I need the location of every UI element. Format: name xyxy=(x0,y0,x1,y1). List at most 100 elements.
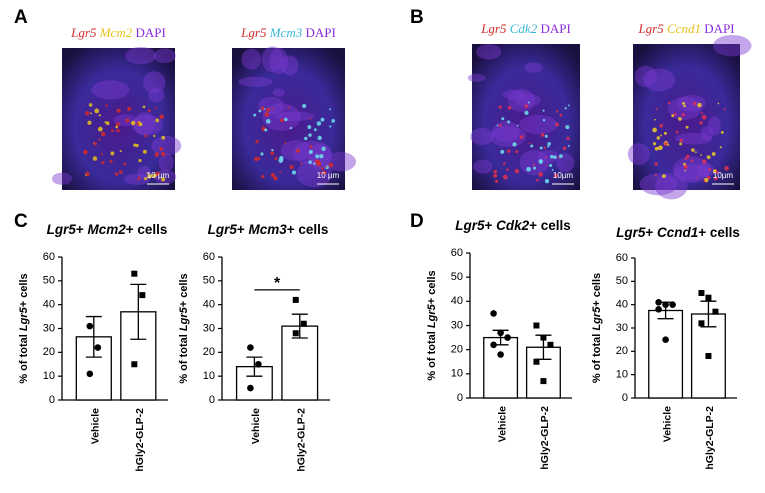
tissue-fold xyxy=(123,173,151,185)
signal-dot xyxy=(555,122,560,127)
signal-dot xyxy=(308,133,312,137)
y-axis-label: % of total Lgr5+ cells xyxy=(178,273,190,383)
signal-dot xyxy=(652,142,657,146)
error-bar xyxy=(700,300,717,328)
y-tick-label: 50 xyxy=(451,271,463,283)
y-tick-label: 50 xyxy=(616,275,628,287)
signal-dot xyxy=(530,144,534,148)
signal-dot xyxy=(309,145,313,149)
data-point xyxy=(540,334,547,341)
panel-label: D xyxy=(410,211,424,232)
signal-dot xyxy=(516,124,519,127)
signal-dot xyxy=(270,151,275,156)
title-part: + xyxy=(645,225,657,240)
tissue-fold xyxy=(697,163,715,177)
signal-dot xyxy=(519,135,524,139)
signal-dot xyxy=(690,159,694,163)
signal-dot xyxy=(87,120,92,125)
signal-dot xyxy=(494,179,499,183)
signal-dot xyxy=(664,142,668,146)
data-point xyxy=(255,360,262,368)
signal-dot xyxy=(703,180,706,183)
signal-dot xyxy=(527,101,530,104)
caption-part: Mcm2 xyxy=(99,25,133,40)
signal-dot xyxy=(142,149,147,154)
caption-part: DAPI xyxy=(701,21,735,36)
signal-dot xyxy=(263,108,266,110)
signal-dot xyxy=(98,138,101,141)
error-bar xyxy=(130,283,147,340)
signal-dot xyxy=(533,166,537,170)
signal-dot xyxy=(316,121,322,126)
signal-dot xyxy=(539,162,542,164)
signal-dot xyxy=(682,101,685,105)
signal-dot xyxy=(565,125,570,130)
signal-dot xyxy=(564,107,567,110)
signal-dot xyxy=(507,105,512,110)
x-tick-label: hGly2-GLP-2 xyxy=(539,406,551,470)
signal-dot xyxy=(289,126,293,130)
signal-dot xyxy=(696,177,699,179)
signal-dot xyxy=(545,156,547,159)
ylabel-part: + cells xyxy=(178,273,190,307)
chart-title: Lgr5+ Mcm2+ cells xyxy=(47,222,168,237)
data-point xyxy=(292,330,299,337)
tissue-fold xyxy=(639,173,678,196)
y-axis-label: % of total Lgr5+ cells xyxy=(426,270,438,380)
caption-part: DAPI xyxy=(302,25,336,40)
signal-dot xyxy=(702,159,707,164)
y-tick-label: 50 xyxy=(203,275,215,287)
signal-dot xyxy=(97,126,103,132)
signal-dot xyxy=(123,162,127,166)
signal-dot xyxy=(93,141,98,146)
tissue-fold xyxy=(627,143,651,166)
tissue-fold xyxy=(712,34,752,57)
signal-dot xyxy=(300,162,303,165)
signal-dot xyxy=(153,134,156,138)
signal-dot xyxy=(105,104,108,107)
signal-dot xyxy=(536,178,539,182)
signal-dot xyxy=(147,174,152,179)
tissue-fold xyxy=(131,114,163,136)
signal-dot xyxy=(715,170,719,174)
signal-dot xyxy=(667,143,670,146)
title-part: + xyxy=(484,218,496,233)
tissue-fold xyxy=(519,114,558,135)
signal-dot xyxy=(708,167,712,171)
tissue-fold xyxy=(537,150,559,164)
tissue-fold xyxy=(153,48,176,64)
signal-dot xyxy=(308,117,311,120)
data-point xyxy=(94,344,102,351)
tissue-fold xyxy=(675,132,713,145)
title-part: Ccnd1 xyxy=(657,225,698,240)
signal-dot xyxy=(538,172,544,177)
signal-dot xyxy=(308,160,312,164)
signal-dot xyxy=(329,108,332,111)
y-tick-label: 10 xyxy=(203,370,215,382)
signal-dot xyxy=(528,142,531,145)
y-tick-label: 30 xyxy=(616,322,628,334)
signal-dot xyxy=(302,103,307,109)
signal-dot xyxy=(502,162,506,165)
tissue-fold xyxy=(148,88,165,103)
image-caption: Lgr5 Ccnd1 DAPI xyxy=(637,21,734,36)
signal-dot xyxy=(313,128,317,132)
x-tick-label: hGly2-GLP-2 xyxy=(296,408,308,472)
signal-dot xyxy=(540,133,545,137)
tissue-fold xyxy=(470,128,494,146)
signal-dot xyxy=(136,122,140,126)
signal-dot xyxy=(308,149,313,155)
x-tick-label: Vehicle xyxy=(90,408,102,444)
image-caption: Lgr5 Mcm2 DAPI xyxy=(70,25,166,40)
tissue-fold xyxy=(125,46,157,65)
caption-part: Lgr5 xyxy=(240,25,267,40)
x-tick-label: Vehicle xyxy=(661,406,673,442)
data-point xyxy=(669,301,676,308)
y-tick-label: 0 xyxy=(457,392,463,404)
signal-dot xyxy=(100,131,106,137)
ylabel-part: + cells xyxy=(426,270,438,304)
signal-dot xyxy=(116,108,121,113)
signal-dot xyxy=(271,108,274,110)
signal-dot xyxy=(652,127,657,133)
panel-label: B xyxy=(410,7,424,28)
